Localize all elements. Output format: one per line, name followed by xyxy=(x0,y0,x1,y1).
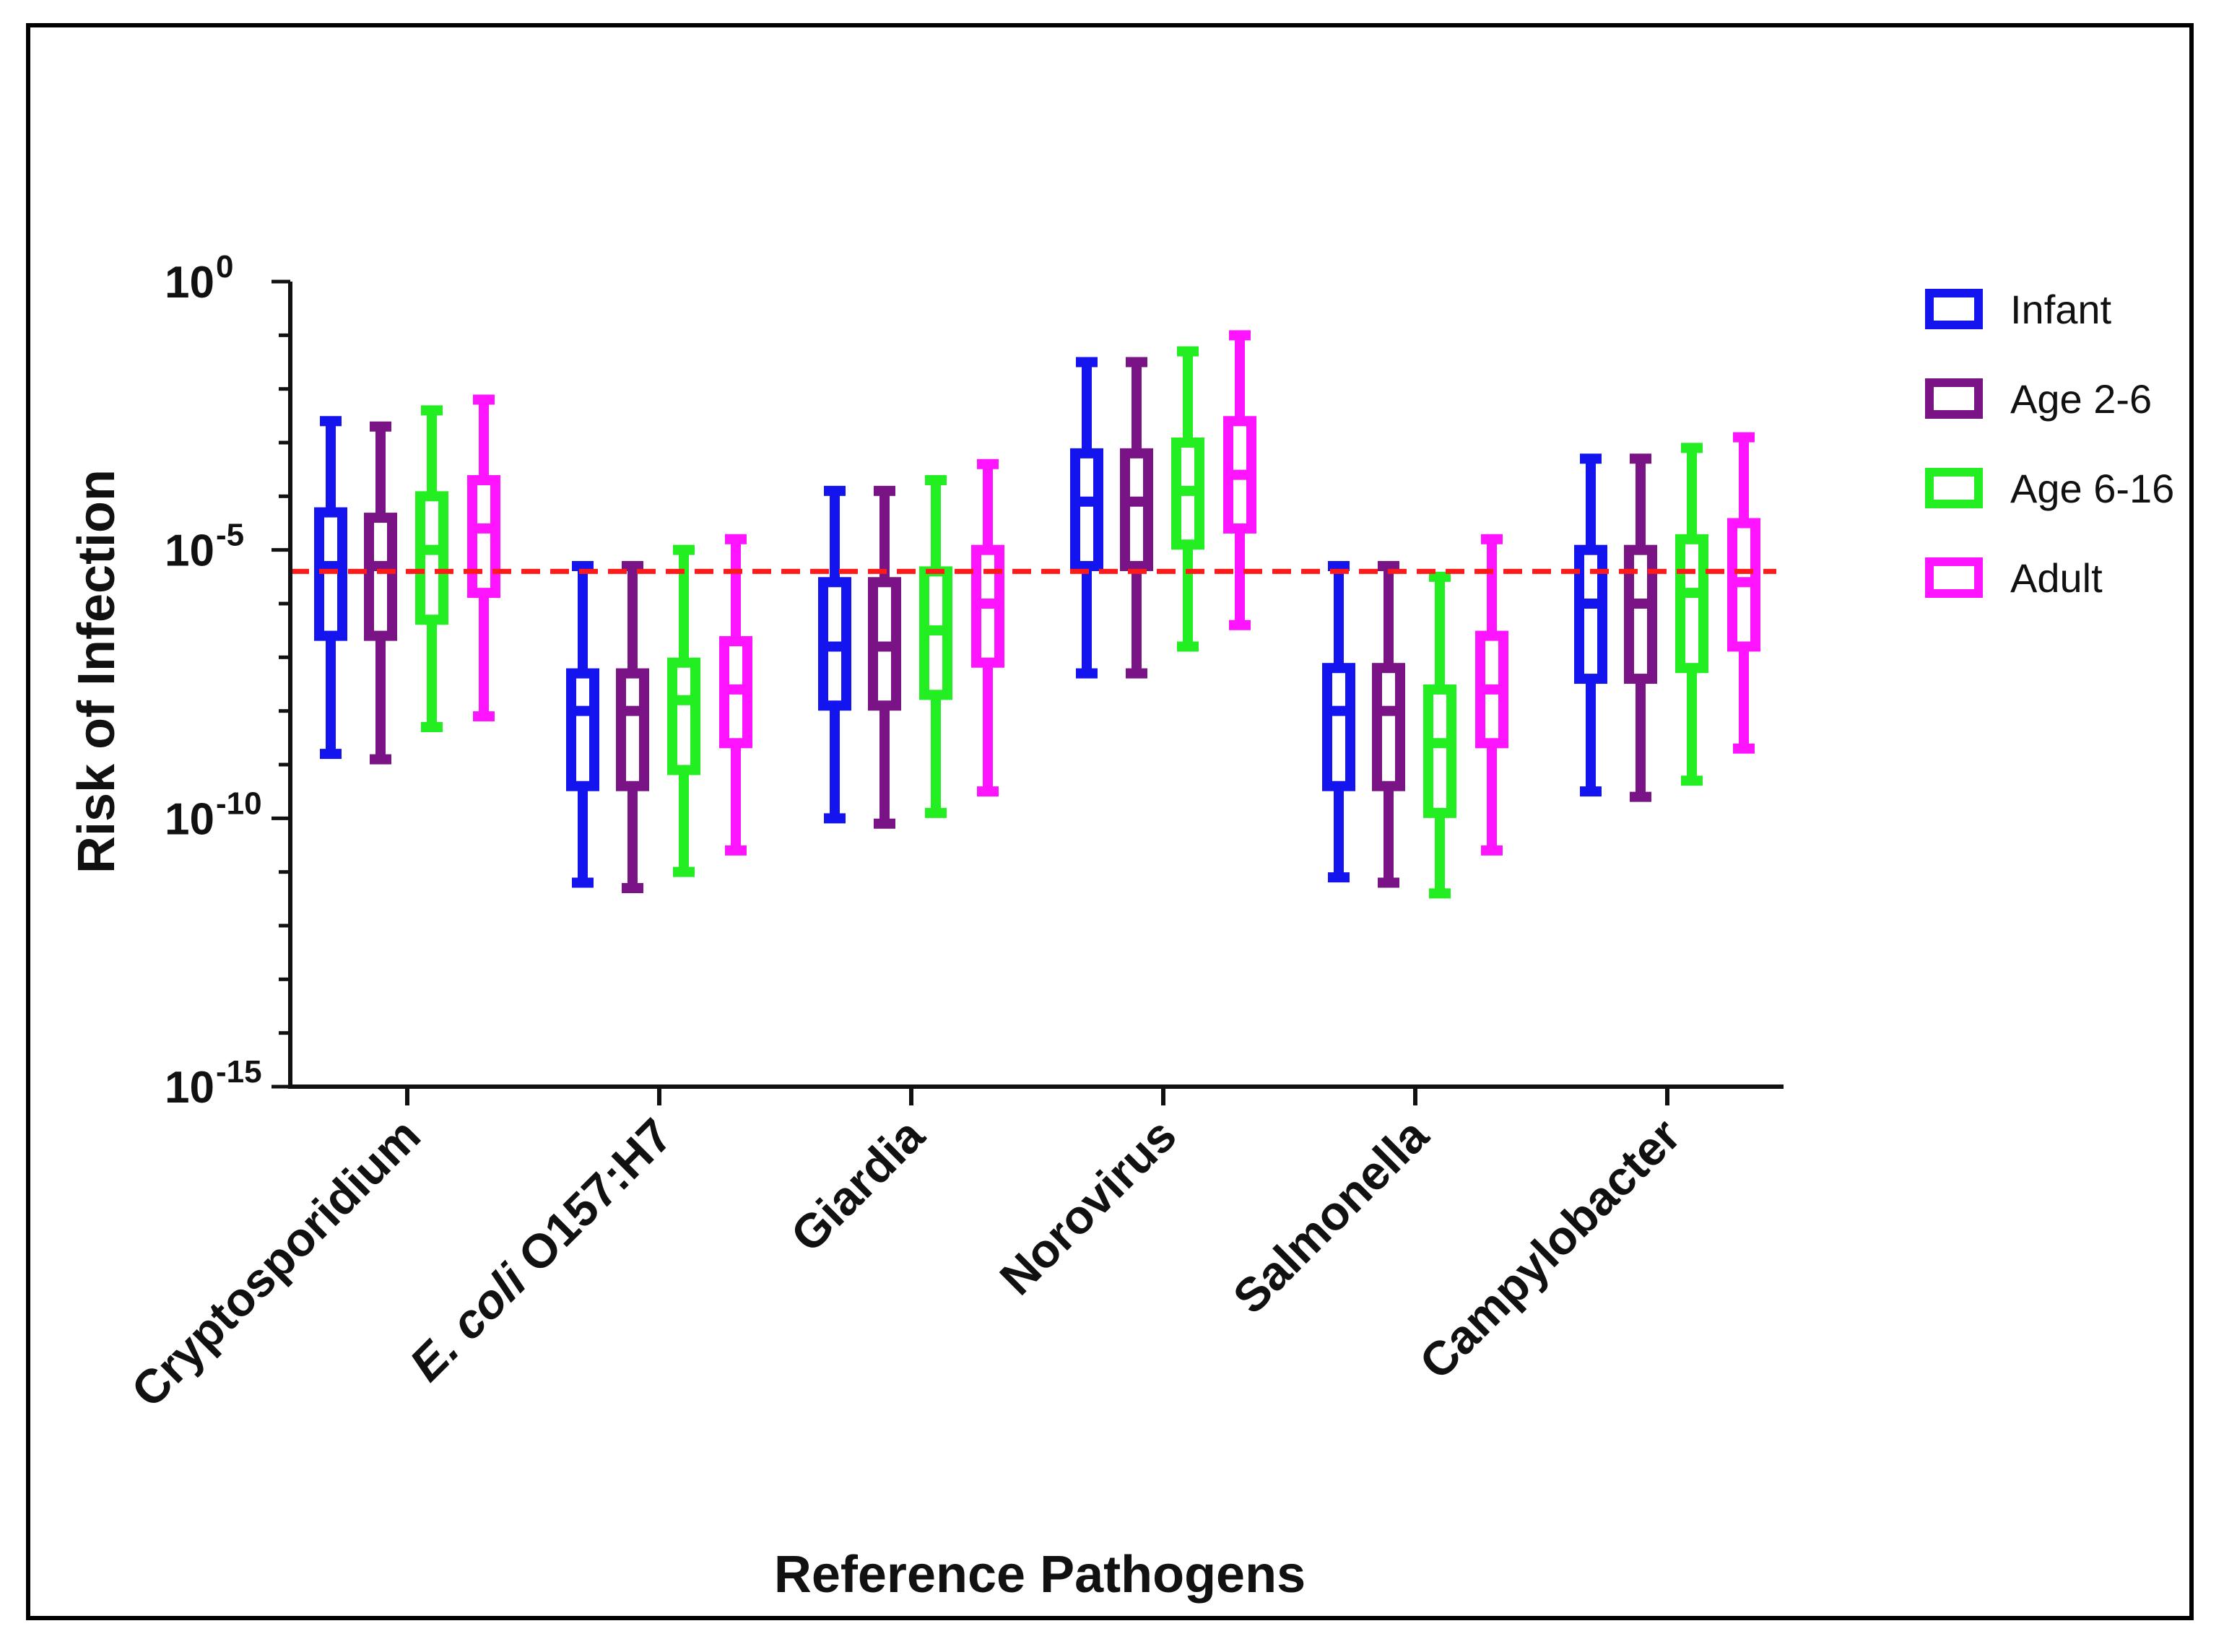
box-infant xyxy=(1574,453,1607,797)
y-tick-base: 10 xyxy=(165,1063,214,1113)
x-tick-label-text: Norovirus xyxy=(989,1108,1186,1305)
y-tick-label: 10 -5 xyxy=(165,518,244,576)
legend-item: Infant xyxy=(1925,287,2112,332)
box-iqr xyxy=(616,668,649,791)
box-iqr xyxy=(364,513,397,641)
box-iqr xyxy=(1120,448,1153,571)
legend-item: Adult xyxy=(1925,555,2103,601)
box-age-2-6 xyxy=(1624,453,1657,802)
legend-swatch xyxy=(1925,289,1983,329)
box-iqr xyxy=(1624,544,1657,684)
y-tick-base: 10 xyxy=(165,526,214,576)
y-tick-exponent: -10 xyxy=(216,786,262,821)
box-age-2-6 xyxy=(616,560,649,893)
x-tick-label-text: Giardia xyxy=(781,1108,935,1262)
box-iqr xyxy=(467,475,500,599)
box-age-6-16 xyxy=(1171,346,1204,652)
box-iqr xyxy=(1675,534,1708,674)
box-infant xyxy=(818,485,851,824)
y-tick-base: 10 xyxy=(165,794,214,844)
y-tick-exponent: -5 xyxy=(216,518,244,553)
y-tick-base: 10 xyxy=(165,258,214,308)
y-tick-label: 10 0 xyxy=(165,249,233,308)
x-tick-label-text: Salmonella xyxy=(1222,1108,1439,1324)
y-axis-title: Risk of Infection xyxy=(68,469,126,874)
box-age-6-16 xyxy=(667,544,700,877)
legend-item: Age 2-6 xyxy=(1925,376,2152,422)
box-iqr xyxy=(667,657,700,775)
box-adult xyxy=(1475,534,1508,856)
y-tick-exponent: 0 xyxy=(216,249,233,284)
x-tick-label-text: Cryptosporidium xyxy=(121,1108,430,1417)
box-adult xyxy=(971,458,1004,797)
x-tick-label: Cryptosporidium xyxy=(121,1108,430,1417)
box-age-6-16 xyxy=(415,405,448,732)
box-adult xyxy=(1727,432,1760,754)
legend: Infant Age 2-6 Age 6-16 Adult xyxy=(1925,287,2174,601)
y-tick-exponent: -15 xyxy=(216,1054,262,1090)
box-iqr xyxy=(1322,663,1355,791)
box-iqr xyxy=(1574,544,1607,684)
legend-swatch xyxy=(1925,378,1983,419)
x-tick-label: Giardia xyxy=(781,1108,935,1262)
box-adult xyxy=(719,534,752,856)
legend-swatch xyxy=(1925,557,1983,598)
legend-label: Age 2-6 xyxy=(2010,376,2152,422)
box-infant xyxy=(1322,560,1355,883)
box-iqr xyxy=(314,507,347,641)
chart-frame xyxy=(26,23,2194,1620)
y-tick-label: 10 -10 xyxy=(165,786,262,844)
x-tick-label: Campylobacter xyxy=(1409,1108,1690,1389)
y-tick-label: 10 -15 xyxy=(165,1054,262,1113)
box-iqr xyxy=(1070,448,1103,571)
box-age-2-6 xyxy=(1120,357,1153,679)
box-age-2-6 xyxy=(364,421,397,765)
x-tick-label: Salmonella xyxy=(1222,1108,1439,1324)
box-age-2-6 xyxy=(1372,560,1405,888)
box-iqr xyxy=(566,668,599,791)
legend-swatch xyxy=(1925,468,1983,508)
box-iqr xyxy=(415,491,448,625)
box-age-6-16 xyxy=(919,475,952,818)
box-infant xyxy=(1070,357,1103,679)
x-axis-title: Reference Pathogens xyxy=(774,1546,1306,1604)
x-tick-label: Norovirus xyxy=(989,1108,1186,1305)
x-tick-label: E. coli O157:H7 xyxy=(399,1108,682,1391)
box-infant xyxy=(566,560,599,888)
box-infant xyxy=(314,416,347,760)
box-age-2-6 xyxy=(868,485,901,829)
box-iqr xyxy=(1372,663,1405,791)
box-age-6-16 xyxy=(1423,571,1456,899)
legend-label: Age 6-16 xyxy=(2010,466,2174,511)
x-tick-label-text: O157:H7 xyxy=(498,1108,682,1292)
box-adult xyxy=(467,394,500,722)
box-adult xyxy=(1223,330,1256,630)
box-iqr xyxy=(1423,684,1456,818)
legend-label: Adult xyxy=(2010,555,2103,601)
legend-label: Infant xyxy=(2010,287,2112,332)
box-age-6-16 xyxy=(1675,443,1708,786)
chart-marks xyxy=(290,330,1776,899)
x-tick-label-text: Campylobacter xyxy=(1409,1108,1690,1389)
legend-item: Age 6-16 xyxy=(1925,466,2174,511)
x-tick-label-italic: E. coli xyxy=(399,1253,537,1391)
